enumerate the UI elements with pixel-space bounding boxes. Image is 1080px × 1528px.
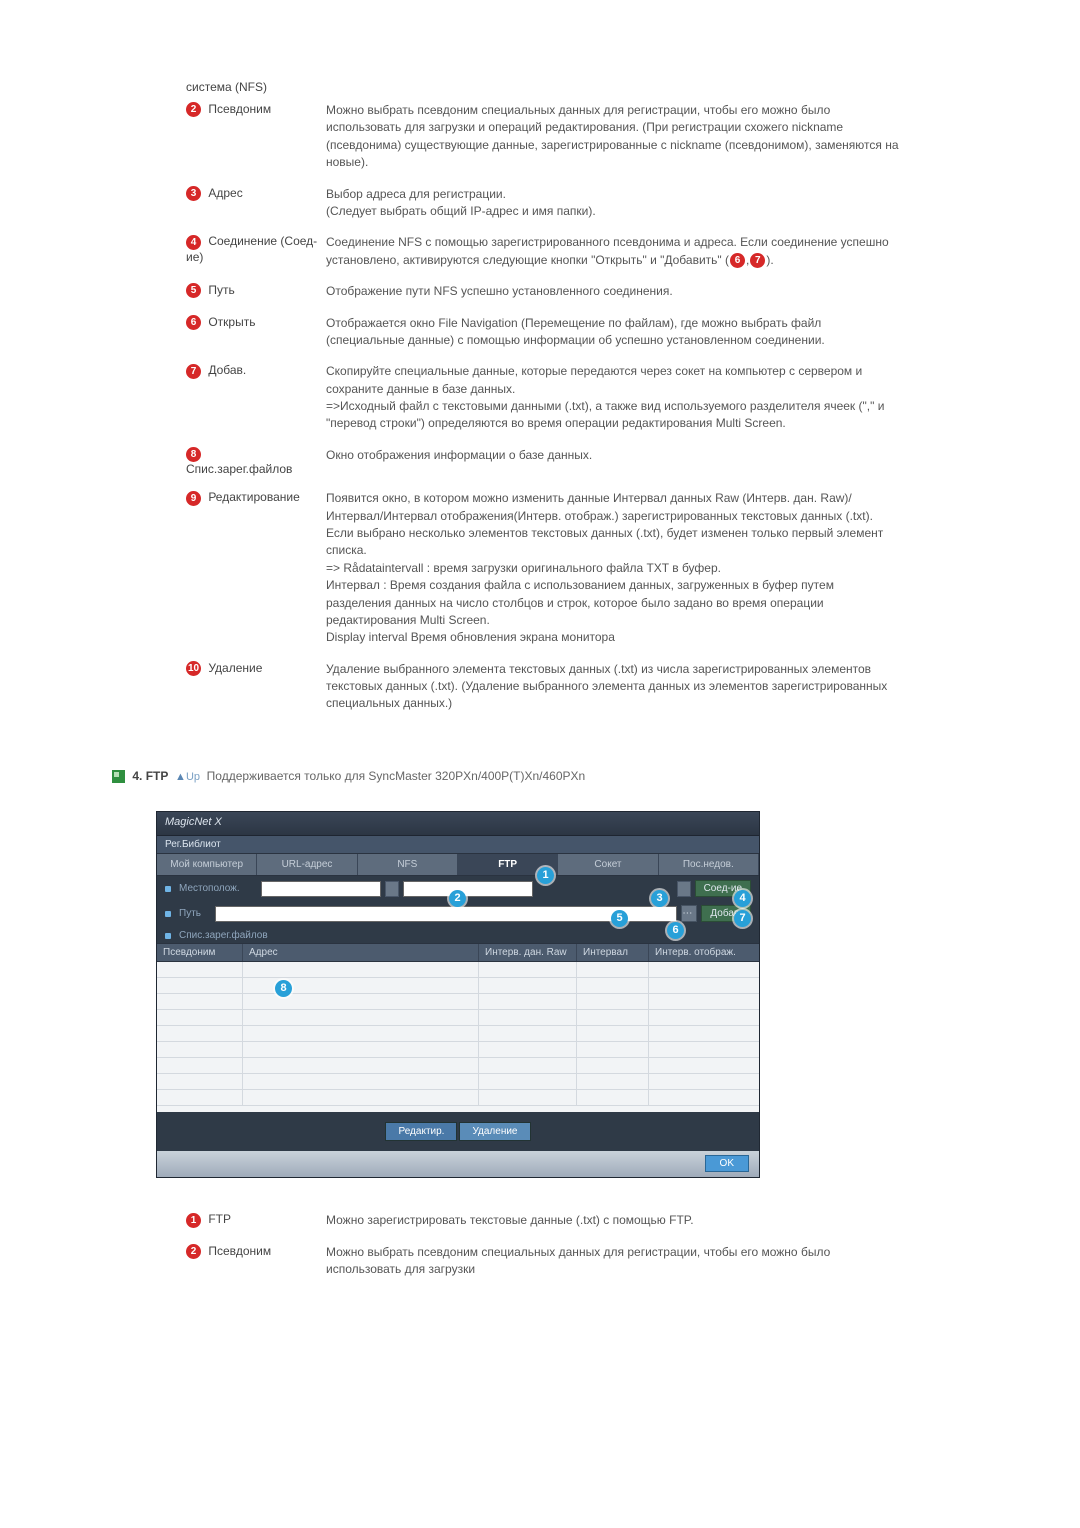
path-label: Путь: [179, 908, 211, 919]
filelist-header: ПсевдонимАдресИнтерв. дан. RawИнтервалИн…: [157, 943, 759, 962]
edit-button[interactable]: Редактир.: [385, 1122, 457, 1141]
ftp-screenshot: MagicNet X Рег.Библиот Мой компьютерURL-…: [156, 811, 760, 1178]
desc-2: Можно выбрать псевдоним специальных данн…: [326, 98, 900, 182]
bdesc-2: Можно выбрать псевдоним специальных данн…: [326, 1240, 900, 1289]
definitions-top: 2 ПсевдонимМожно выбрать псевдоним специ…: [186, 98, 900, 723]
tab-4[interactable]: Сокет: [558, 854, 658, 875]
desc-5: Отображение пути NFS успешно установленн…: [326, 279, 900, 310]
term-9: 9 Редактирование: [186, 486, 326, 657]
window-title: MagicNet X: [157, 812, 759, 836]
bottom-buttons: Редактир.Удаление: [157, 1112, 759, 1151]
desc-4: Соединение NFS с помощью зарегистрирован…: [326, 230, 900, 279]
nickname-dropdown[interactable]: [385, 881, 399, 897]
tab-0[interactable]: Мой компьютер: [157, 854, 257, 875]
path-input[interactable]: [215, 906, 677, 922]
desc-10: Удаление выбранного элемента текстовых д…: [326, 657, 900, 723]
tab-1[interactable]: URL-адрес: [257, 854, 357, 875]
definitions-bottom: 1 FTPМожно зарегистрировать текстовые да…: [186, 1208, 900, 1288]
nfs-continuation: система (NFS): [186, 80, 900, 94]
term-10: 10 Удаление: [186, 657, 326, 723]
bterm-1: 1 FTP: [186, 1208, 326, 1239]
ok-button[interactable]: OK: [705, 1155, 749, 1172]
col-2: Интерв. дан. Raw: [479, 944, 577, 961]
term-7: 7 Добав.: [186, 359, 326, 443]
footer-bar: OK: [157, 1151, 759, 1177]
filelist-label: Спис.зарег.файлов: [179, 930, 319, 941]
term-6: 6 Открыть: [186, 311, 326, 360]
desc-9: Появится окно, в котором можно изменить …: [326, 486, 900, 657]
bdesc-1: Можно зарегистрировать текстовые данные …: [326, 1208, 900, 1239]
location-label: Местополож.: [179, 883, 257, 894]
col-1: Адрес: [243, 944, 479, 961]
col-3: Интервал: [577, 944, 649, 961]
delete-button[interactable]: Удаление: [459, 1122, 530, 1141]
tab-2[interactable]: NFS: [358, 854, 458, 875]
window-subheader: Рег.Библиот: [157, 836, 759, 854]
term-8: 8 Спис.зарег.файлов: [186, 443, 326, 486]
desc-6: Отображается окно File Navigation (Перем…: [326, 311, 900, 360]
up-link[interactable]: ▲Up: [175, 771, 200, 783]
bterm-2: 2 Псевдоним: [186, 1240, 326, 1289]
term-3: 3 Адрес: [186, 182, 326, 231]
section-note: Поддерживается только для SyncMaster 320…: [207, 769, 586, 783]
term-4: 4 Соединение (Соед-ие): [186, 230, 326, 279]
desc-7: Скопируйте специальные данные, которые п…: [326, 359, 900, 443]
filelist-grid[interactable]: [157, 962, 759, 1112]
section-4-header: 4. FTP ▲Up Поддерживается только для Syn…: [112, 769, 900, 783]
nickname-input[interactable]: [261, 881, 381, 897]
tabs: Мой компьютерURL-адресNFSFTPСокетПос.нед…: [157, 854, 759, 876]
term-2: 2 Псевдоним: [186, 98, 326, 182]
browse-button[interactable]: ⋯: [681, 905, 697, 922]
col-0: Псевдоним: [157, 944, 243, 961]
server-address-input[interactable]: [403, 881, 533, 897]
desc-8: Окно отображения информации о базе данны…: [326, 443, 900, 486]
tab-5[interactable]: Пос.недов.: [659, 854, 759, 875]
section-icon: [112, 770, 125, 783]
desc-3: Выбор адреса для регистрации.(Следует вы…: [326, 182, 900, 231]
col-4: Интерв. отображ.: [649, 944, 759, 961]
term-5: 5 Путь: [186, 279, 326, 310]
conn-dropdown[interactable]: [677, 881, 691, 897]
